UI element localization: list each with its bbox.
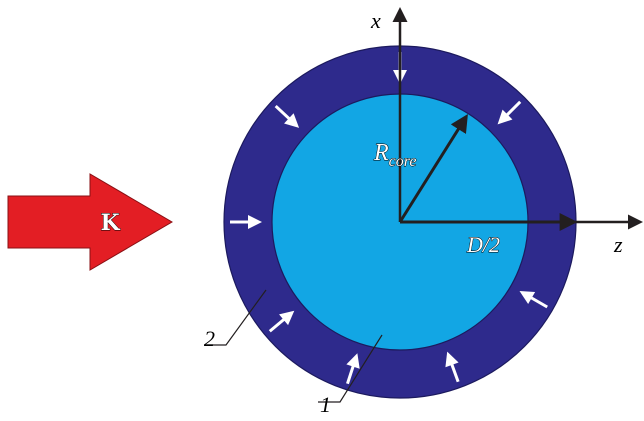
k-arrow-shape	[7, 173, 173, 271]
z-axis-label: z	[613, 232, 623, 257]
inward-arrow-head	[248, 215, 262, 229]
inward-arrow	[230, 215, 262, 229]
inward-arrow-head	[284, 113, 300, 128]
diameter-label: D/2	[466, 232, 500, 257]
x-axis-label: x	[370, 8, 381, 33]
region-1-label: 1	[320, 392, 331, 417]
inward-arrow	[445, 351, 460, 383]
inward-arrow	[519, 291, 548, 309]
inward-arrow-head	[497, 109, 513, 125]
radius-subscript: core	[389, 153, 417, 170]
radius-label: Rcore	[373, 140, 417, 170]
inward-arrow-head	[445, 351, 459, 368]
region-2-leader	[204, 289, 267, 346]
incoming-k-arrow: K	[7, 173, 173, 271]
inward-arrow	[346, 353, 360, 385]
region-2-label: 2	[204, 326, 215, 351]
inward-arrow-head	[346, 353, 360, 369]
region-1-callout: 1	[318, 334, 383, 417]
inward-arrows	[230, 52, 548, 385]
radius-prefix: R	[373, 140, 389, 166]
region-2-callout: 2	[204, 289, 267, 351]
inward-arrow	[497, 100, 522, 125]
inward-arrow-head	[279, 310, 295, 326]
inward-arrow	[274, 104, 300, 128]
inward-arrow	[268, 310, 295, 333]
radius-arrow	[398, 113, 468, 223]
inward-arrow-head	[519, 291, 536, 305]
k-arrow-label: K	[100, 210, 120, 236]
region-1-leader	[318, 334, 383, 403]
